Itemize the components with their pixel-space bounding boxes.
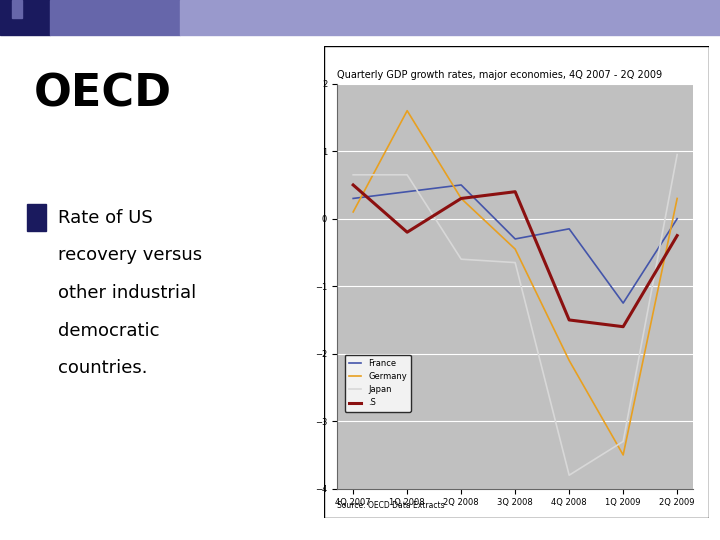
Text: Rate of US: Rate of US [58,208,152,227]
Bar [180,0,720,35]
Bar [12,0,22,17]
Bar [0,0,50,35]
Bar [50,0,180,35]
Text: countries.: countries. [58,359,147,377]
Text: other industrial: other industrial [58,284,196,302]
Bar [0,0,11,17]
Text: OECD: OECD [34,73,172,116]
Bar [27,204,45,231]
Text: Quarterly GDP growth rates, major economies, 4Q 2007 - 2Q 2009: Quarterly GDP growth rates, major econom… [337,70,662,80]
Text: recovery versus: recovery versus [58,246,202,264]
Text: Source: OECD Data Extracts: Source: OECD Data Extracts [337,501,444,510]
Legend: France, Germany, Japan, .S: France, Germany, Japan, .S [345,355,411,411]
Text: democratic: democratic [58,321,159,340]
